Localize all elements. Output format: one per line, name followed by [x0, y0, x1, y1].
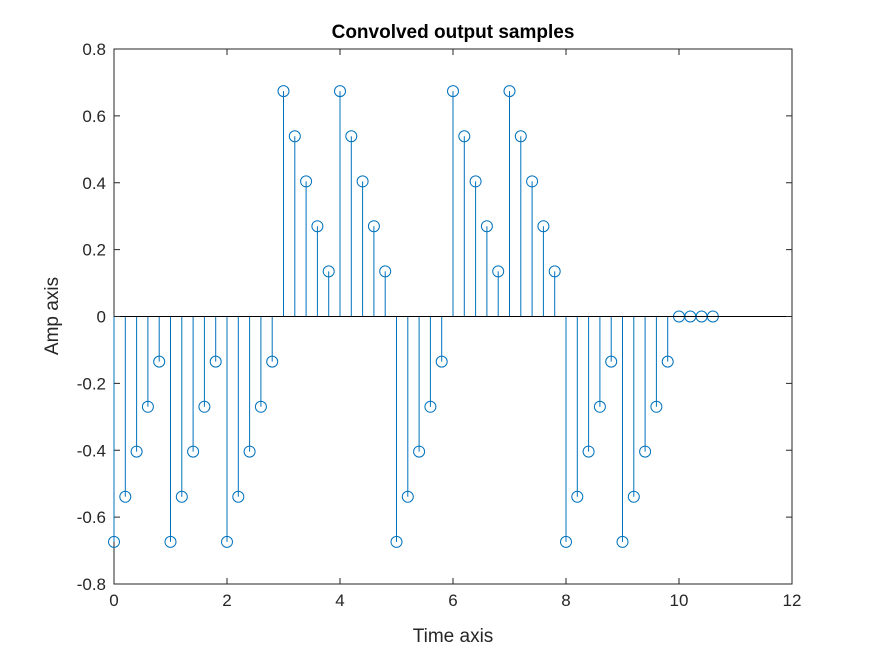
x-tick-label: 0 — [109, 591, 118, 610]
y-tick-label: -0.8 — [77, 575, 106, 594]
stem-marker — [198, 400, 211, 413]
stem-marker — [187, 445, 200, 458]
ticks-layer: 0 2 4 6 8 10 12 -0.8 -0.6 -0.4 -0.2 0 0.2 0.4 0.6 0.8 — [77, 40, 802, 610]
stem-marker — [627, 490, 640, 503]
x-tick-label: 10 — [670, 591, 689, 610]
stem-marker — [367, 220, 380, 233]
x-tick-label: 4 — [335, 591, 344, 610]
stem-marker — [537, 220, 550, 233]
stem-marker — [661, 355, 674, 368]
stem-marker — [311, 220, 324, 233]
stems-layer — [108, 85, 719, 548]
y-tick-label: -0.4 — [77, 441, 106, 460]
stem-marker — [480, 220, 493, 233]
y-tick-label: 0 — [97, 308, 106, 327]
y-tick-label: -0.2 — [77, 374, 106, 393]
stem-marker — [571, 490, 584, 503]
stem-marker — [334, 85, 346, 98]
stem-marker — [424, 400, 437, 413]
stem-marker — [288, 130, 301, 143]
stem-marker — [548, 265, 561, 278]
stem-marker — [141, 400, 154, 413]
stem-marker — [605, 355, 618, 368]
stem-marker — [119, 490, 132, 503]
stem-marker — [322, 265, 335, 278]
stem-marker — [209, 355, 222, 368]
x-tick-label: 12 — [783, 591, 802, 610]
y-tick-label: 0.4 — [82, 174, 106, 193]
stem-marker — [232, 490, 245, 503]
stem-marker — [108, 535, 120, 548]
stem-marker — [164, 535, 177, 548]
stem-marker — [243, 445, 256, 458]
stem-marker — [153, 355, 166, 368]
stem-marker — [221, 535, 233, 548]
stem-marker — [526, 175, 539, 188]
stem-marker — [266, 355, 279, 368]
stem-marker — [175, 490, 188, 503]
stem-marker — [254, 400, 267, 413]
y-tick-label: 0.2 — [82, 241, 106, 260]
stem-marker — [390, 535, 403, 548]
x-tick-label: 2 — [222, 591, 231, 610]
stem-marker — [130, 445, 143, 458]
y-axis-label: Amp axis — [42, 277, 63, 355]
stem-marker — [650, 400, 663, 413]
x-tick-label: 6 — [448, 591, 457, 610]
stem-marker — [447, 85, 459, 98]
stem-marker — [593, 400, 606, 413]
y-tick-label: 0.8 — [82, 40, 106, 59]
x-axis-label: Time axis — [413, 626, 494, 647]
stem-marker — [300, 175, 313, 188]
y-tick-label: 0.6 — [82, 107, 106, 126]
stem-marker — [413, 445, 426, 458]
stem-marker — [469, 175, 482, 188]
stem-marker — [616, 535, 629, 548]
stem-marker — [458, 130, 471, 143]
stem-marker — [277, 85, 290, 98]
stem-marker — [639, 445, 652, 458]
stem-marker — [379, 265, 392, 278]
stem-marker — [356, 175, 369, 188]
stem-marker — [503, 85, 516, 98]
stem-marker — [582, 445, 595, 458]
x-tick-label: 8 — [561, 591, 570, 610]
stem-marker — [345, 130, 358, 143]
chart-title: Convolved output samples — [332, 22, 575, 43]
y-tick-label: -0.6 — [77, 508, 106, 527]
stem-marker — [401, 490, 414, 503]
stem-marker — [435, 355, 448, 368]
stem-marker — [560, 535, 572, 548]
stem-marker — [514, 130, 527, 143]
stem-marker — [492, 265, 505, 278]
